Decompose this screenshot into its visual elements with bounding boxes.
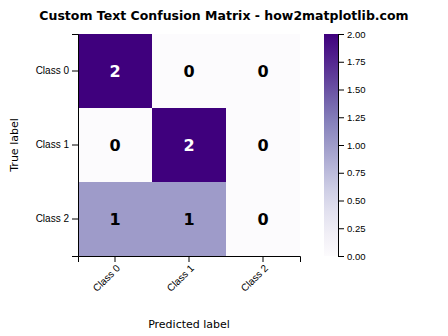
cells (78, 34, 300, 256)
tick: 1.25 (338, 112, 366, 123)
cell (78, 34, 152, 108)
tick-mark (338, 62, 344, 63)
cell (152, 108, 226, 182)
data-label: 0 (257, 62, 268, 81)
tick: 1.75 (338, 56, 366, 67)
data-label: 0 (183, 62, 194, 81)
tick-label: 0.75 (347, 167, 366, 178)
data-labels: 2 0 0 0 2 0 1 1 0 (109, 62, 268, 229)
cell (152, 182, 226, 256)
tick: 1.50 (338, 84, 366, 95)
tick: 2.00 (338, 29, 366, 40)
tick: Class 0 (91, 256, 123, 294)
data-label: 0 (257, 210, 268, 229)
y-axis: Class 0 Class 1 Class 2 (36, 35, 79, 257)
tick-label: 1.25 (347, 112, 366, 123)
tick-label: Class 0 (36, 65, 70, 76)
tick-mark (338, 145, 344, 146)
tick-label: Class 1 (165, 262, 197, 294)
tick-label: 0.50 (347, 195, 366, 206)
cell (152, 34, 226, 108)
tick: 1.00 (338, 140, 366, 151)
tick-mark (338, 201, 344, 202)
data-label: 0 (257, 136, 268, 155)
tick-label: 0.00 (347, 251, 366, 262)
title: Custom Text Confusion Matrix - how2matpl… (39, 8, 408, 23)
data-label: 1 (109, 210, 120, 229)
colorbar-axis: 0.00 0.25 0.50 0.75 1.00 1.25 1.50 1.75 2.00 (338, 29, 366, 262)
tick: 0.75 (338, 167, 366, 178)
tick-label: Class 2 (239, 262, 271, 294)
colorbar: 0.00 0.25 0.50 0.75 1.00 1.25 1.50 1.75 2.00 (324, 29, 366, 262)
x-axis-title: Predicted label (148, 318, 230, 331)
tick-mark (338, 117, 344, 118)
tick-mark (338, 256, 344, 257)
tick-mark (72, 219, 78, 220)
tick-mark (338, 173, 344, 174)
tick-label: 1.75 (347, 56, 366, 67)
tick: Class 1 (36, 139, 78, 150)
cell (226, 34, 300, 108)
tick: 0.25 (338, 223, 366, 234)
chart: Custom Text Confusion Matrix - how2matpl… (0, 0, 448, 336)
tick-mark (72, 71, 78, 72)
tick-mark (189, 256, 190, 262)
data-label: 0 (109, 136, 120, 155)
plot: 200020110Class 0Class 1Class 2Class 0Cla… (36, 34, 301, 294)
data-label: 2 (183, 136, 194, 155)
tick-mark (72, 145, 78, 146)
axis-line (72, 35, 79, 257)
tick-label: Class 2 (36, 213, 70, 224)
tick-label: 1.00 (347, 140, 366, 151)
tick-mark (338, 90, 344, 91)
cell (226, 182, 300, 256)
tick-label: Class 0 (91, 262, 123, 294)
tick: 0.50 (338, 195, 366, 206)
tick-label: Class 1 (36, 139, 70, 150)
tick-label: 0.25 (347, 223, 366, 234)
cell (78, 108, 152, 182)
axis-line (79, 257, 301, 263)
tick-mark (115, 256, 116, 262)
tick-label: 1.50 (347, 84, 366, 95)
colorbar-gradient (324, 34, 338, 256)
tick: Class 1 (165, 256, 197, 294)
tick-label: 2.00 (347, 29, 366, 40)
tick-mark (263, 256, 264, 262)
tick-mark (338, 228, 344, 229)
y-axis-title: True label (8, 118, 21, 172)
tick: Class 2 (239, 256, 271, 294)
tick: Class 2 (36, 213, 78, 224)
cell (226, 108, 300, 182)
cell (78, 182, 152, 256)
axis-line (339, 35, 345, 257)
x-axis: Class 0 Class 1 Class 2 (79, 256, 301, 294)
data-label: 1 (183, 210, 194, 229)
tick-mark (338, 34, 344, 35)
tick: 0.00 (338, 251, 366, 262)
tick: Class 0 (36, 65, 78, 76)
data-label: 2 (109, 62, 120, 81)
